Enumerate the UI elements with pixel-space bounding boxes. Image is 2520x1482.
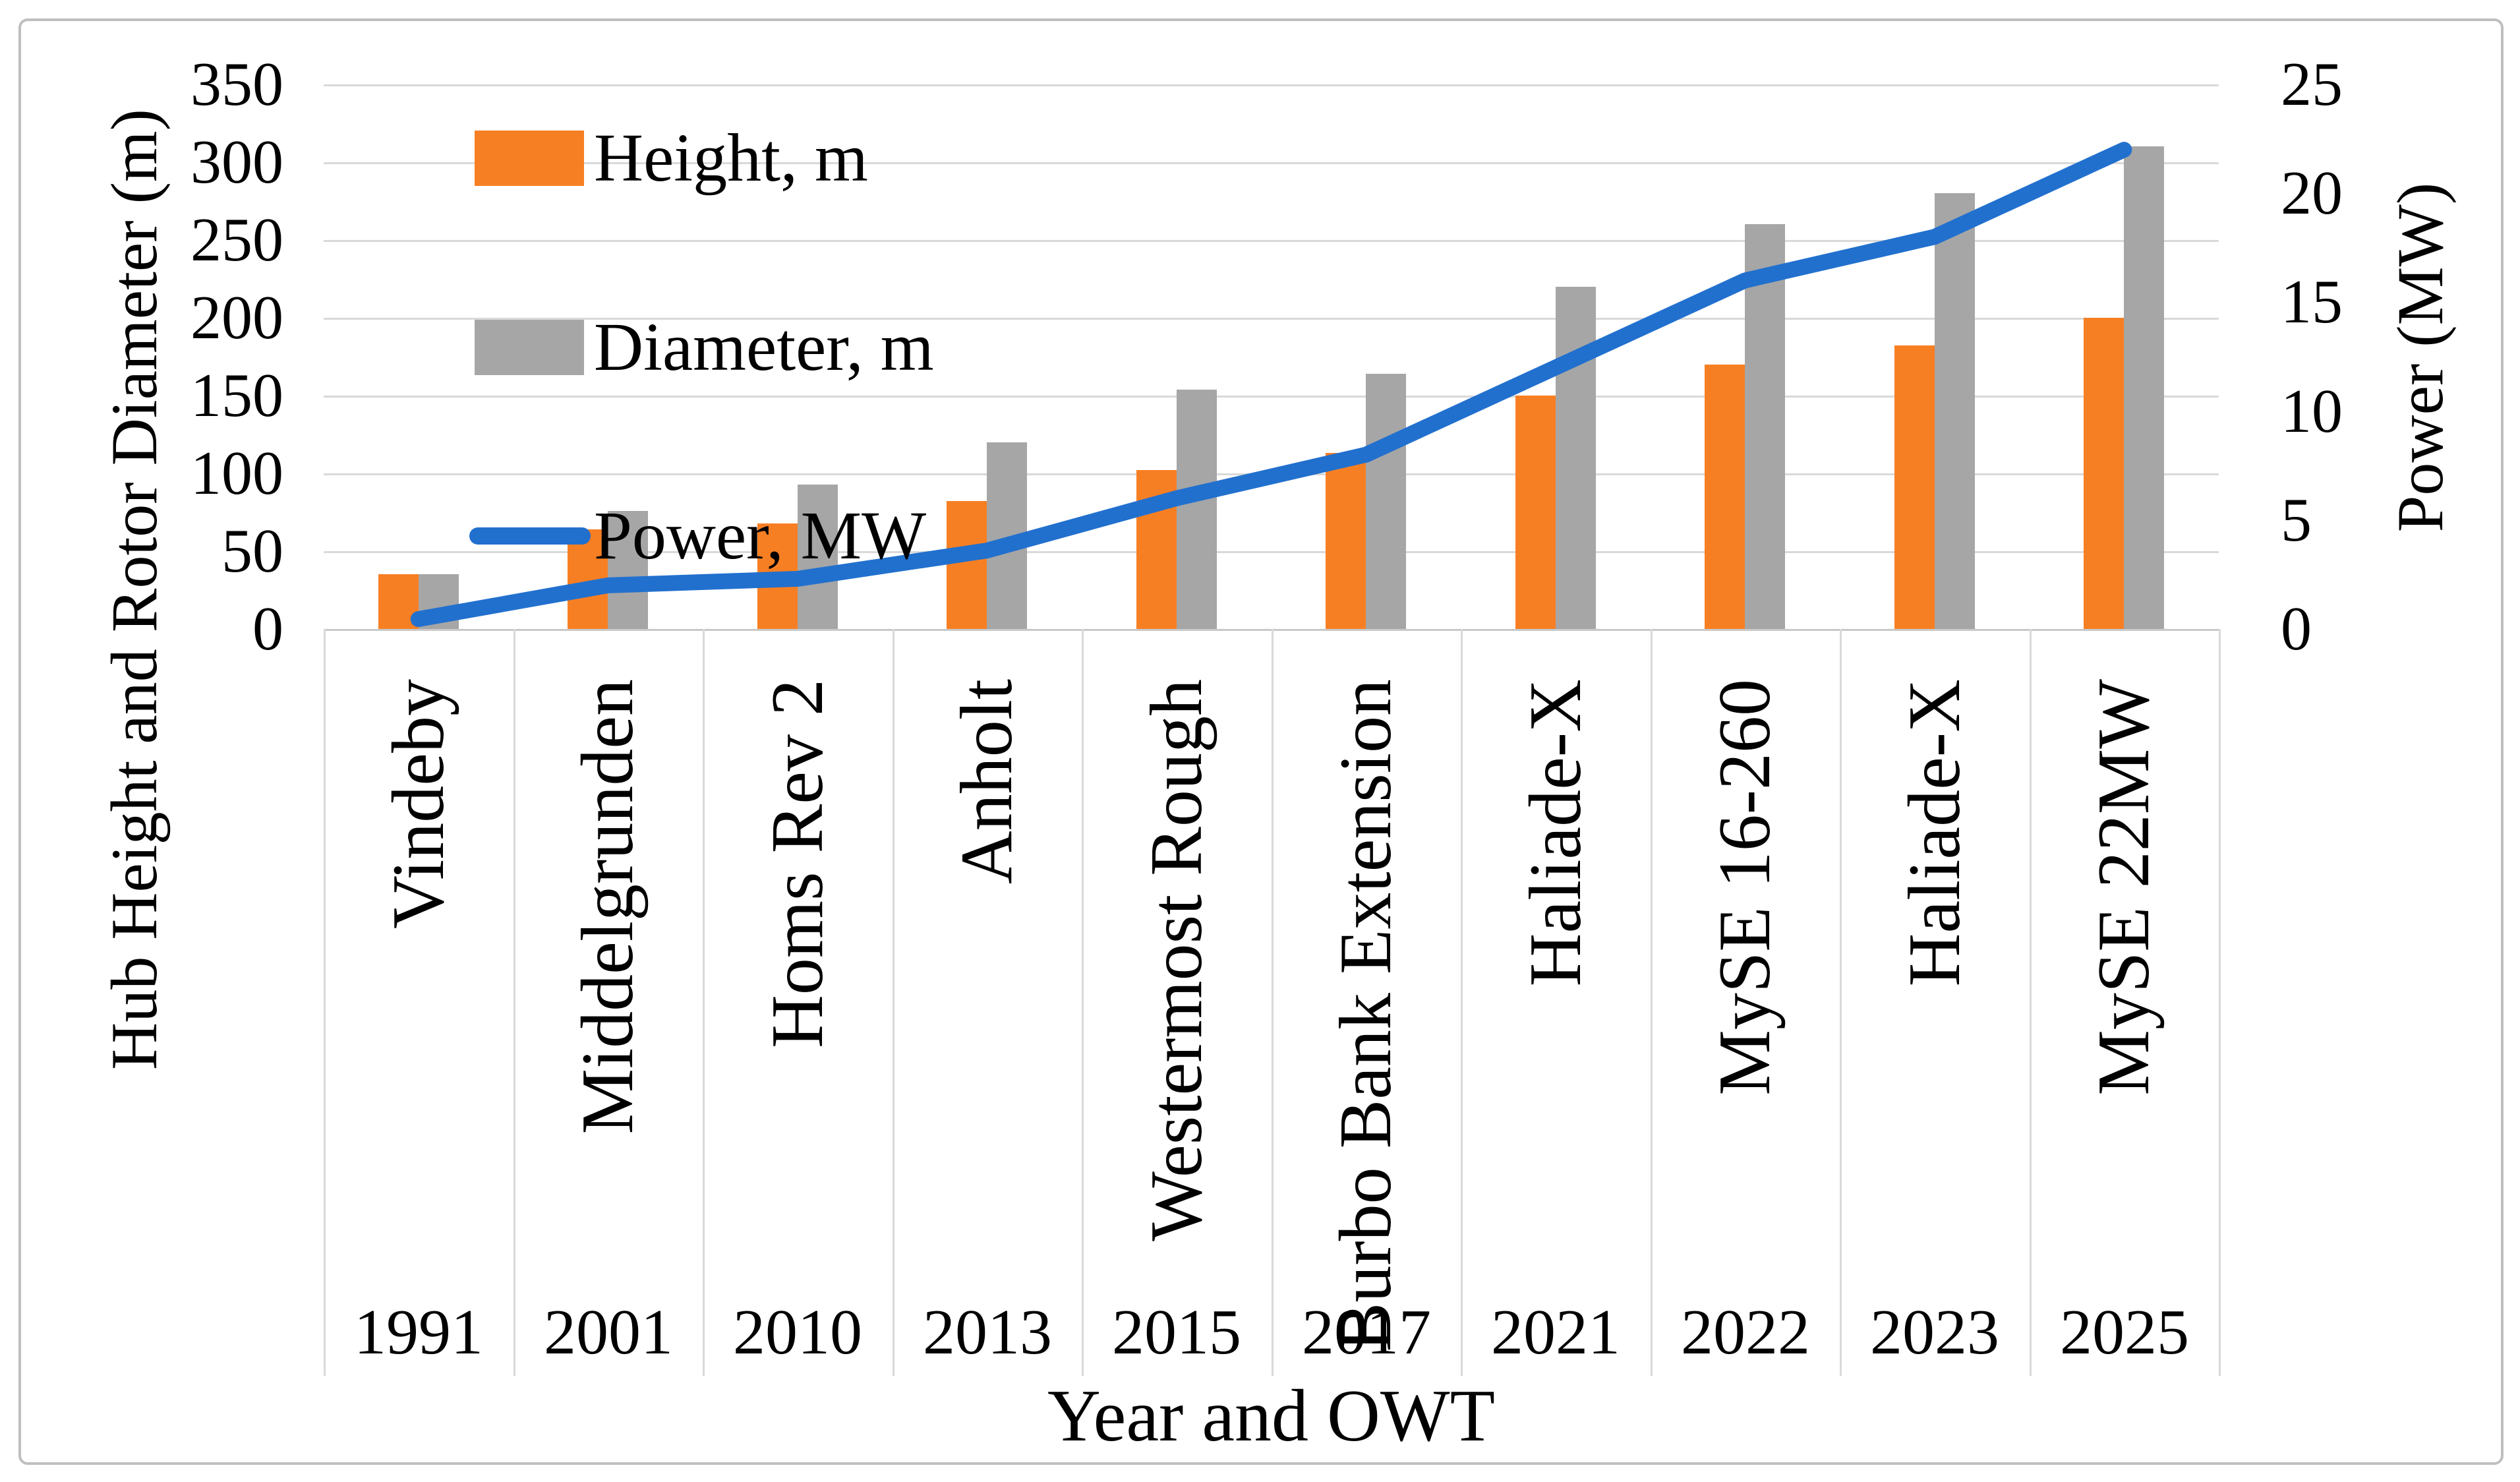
y-axis-tick-right: 10 <box>2281 377 2343 446</box>
y-axis-tick-left: 0 <box>252 595 283 663</box>
category-separator <box>513 629 515 1376</box>
diameter-bar <box>1745 224 1785 629</box>
year-label: 1991 <box>354 1297 483 1368</box>
year-label: 2001 <box>544 1297 673 1368</box>
diameter-series-swatch <box>475 320 584 375</box>
category-separator <box>703 629 705 1376</box>
year-label: 2015 <box>1112 1297 1241 1368</box>
diameter-bar <box>1177 390 1217 629</box>
legend-label-power: Power, MW <box>594 498 927 574</box>
category-separator <box>1272 629 1274 1376</box>
y-axis-tick-left: 350 <box>190 50 283 119</box>
category-separator <box>1461 629 1463 1376</box>
category-separator <box>2030 629 2032 1376</box>
height-series-swatch <box>475 131 584 186</box>
y-axis-tick-right: 20 <box>2281 159 2343 227</box>
year-label: 2021 <box>1491 1297 1620 1368</box>
y-axis-tick-left: 300 <box>190 128 283 196</box>
y-axis-tick-left: 200 <box>190 283 283 352</box>
gridline <box>324 162 2219 164</box>
y-axis-tick-left: 150 <box>190 361 283 430</box>
height-bar <box>2084 318 2124 629</box>
legend-label-height: Height, m <box>594 120 868 196</box>
diameter-bar <box>1935 193 1975 629</box>
gridline <box>324 551 2219 553</box>
legend-label-diameter: Diameter, m <box>594 309 934 385</box>
gridline <box>324 240 2219 242</box>
y-axis-tick-right: 25 <box>2281 50 2343 119</box>
left-axis-title: Hub Height and Rotor Diameter (m) <box>98 109 171 1070</box>
diameter-bar <box>2124 146 2164 629</box>
height-bar <box>1326 453 1366 629</box>
diameter-bar <box>608 511 648 629</box>
y-axis-tick-left: 50 <box>221 517 283 585</box>
year-label: 2023 <box>1870 1297 1999 1368</box>
height-bar <box>1705 365 1745 629</box>
y-axis-tick-left: 250 <box>190 206 283 274</box>
x-axis-line <box>324 629 2219 631</box>
gridline <box>324 84 2219 86</box>
year-label: 2025 <box>2060 1297 2189 1368</box>
height-bar <box>947 501 987 629</box>
year-label: 2010 <box>733 1297 862 1368</box>
year-label: 2013 <box>923 1297 1052 1368</box>
diameter-bar <box>798 485 838 629</box>
category-separator <box>324 629 326 1376</box>
category-separator <box>1840 629 1842 1376</box>
y-axis-tick-right: 5 <box>2281 486 2312 554</box>
category-separator <box>1651 629 1653 1376</box>
gridline <box>324 318 2219 320</box>
height-bar <box>1515 396 1556 629</box>
height-bar <box>1894 345 1935 629</box>
y-axis-tick-right: 0 <box>2281 595 2312 663</box>
y-axis-tick-left: 100 <box>190 439 283 508</box>
gridline <box>324 396 2219 398</box>
category-separator <box>893 629 894 1376</box>
year-label: 2022 <box>1681 1297 1810 1368</box>
power-line-series <box>410 142 2132 628</box>
y-axis-tick-right: 15 <box>2281 268 2343 336</box>
right-axis-title: Power (MW) <box>2384 182 2457 533</box>
x-axis-title: Year and OWT <box>1047 1375 1496 1457</box>
category-separator <box>2219 629 2221 1376</box>
category-separator <box>1082 629 1084 1376</box>
power-series-swatch <box>469 527 591 545</box>
year-label: 2017 <box>1302 1297 1431 1368</box>
diameter-bar <box>1366 374 1406 629</box>
